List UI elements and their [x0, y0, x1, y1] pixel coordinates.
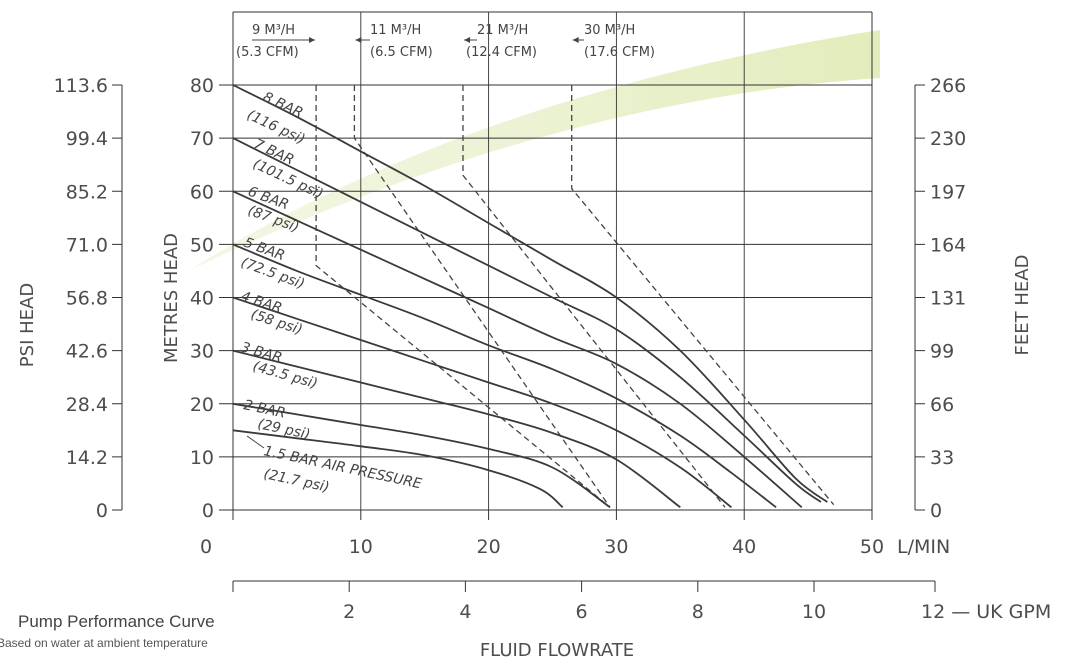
feet-tick-label: 266: [930, 75, 966, 97]
metres-tick-label: 10: [190, 447, 214, 469]
pressure-curve: [232, 243, 777, 509]
pressure-curve: [232, 402, 611, 509]
psi-tick-label: 56.8: [66, 288, 108, 310]
psi-tick-label: 113.6: [54, 75, 108, 97]
pressure-curve: [232, 137, 822, 503]
feet-tick-label: 66: [930, 394, 954, 416]
curve-label-sub: (29 psi): [256, 416, 311, 443]
air-label-name: 30 M³/H: [584, 23, 635, 38]
metres-tick-label: 0: [202, 500, 214, 522]
air-label-sub: (5.3 CFM): [236, 45, 299, 60]
gpm-tick-label: 4: [459, 601, 471, 623]
air-label-name: 21 M³/H: [477, 23, 528, 38]
air-consumption-line: [462, 85, 726, 508]
x-tick-label: 20: [477, 536, 501, 558]
pressure-curve: [232, 296, 732, 509]
metres-tick-label: 30: [190, 341, 214, 363]
metres-tick-label: 50: [190, 234, 214, 256]
feet-tick-label: 99: [930, 341, 954, 363]
feet-tick-label: 164: [930, 234, 966, 256]
psi-axis-title: PSI HEAD: [17, 283, 38, 367]
metres-tick-label: 20: [190, 394, 214, 416]
x-axis-title: FLUID FLOWRATE: [480, 640, 634, 661]
feet-tick-label: 33: [930, 447, 954, 469]
x-tick-label: 10: [349, 536, 373, 558]
pressure-curve: [232, 190, 803, 508]
gpm-tick-label: 8: [692, 601, 704, 623]
psi-tick-label: 14.2: [66, 447, 108, 469]
metres-tick-label: 40: [190, 288, 214, 310]
metres-tick-label: 60: [190, 181, 214, 203]
chart-subtitle: Based on water at ambient temperature: [0, 636, 208, 650]
metres-tick-label: 70: [190, 128, 214, 150]
metres-tick-label: 80: [190, 75, 214, 97]
air-label-name: 11 M³/H: [370, 23, 421, 38]
performance-curves: [232, 84, 828, 509]
feet-tick-label: 0: [930, 500, 942, 522]
psi-tick-label: 85.2: [66, 181, 108, 203]
chart-title: Pump Performance Curve: [18, 612, 215, 631]
chart-axes: 01020304050607080014.228.442.656.871.085…: [17, 11, 1051, 661]
psi-tick-label: 0: [96, 500, 108, 522]
air-consumption-line: [315, 85, 611, 508]
air-arrow-head: [355, 37, 362, 43]
psi-tick-label: 71.0: [66, 234, 108, 256]
air-consumption-line: [353, 85, 611, 508]
x-tick-label: 50: [860, 536, 884, 558]
x-tick-label: 0: [200, 536, 212, 558]
curve-label-pointer: [246, 435, 265, 449]
gpm-axis-label: 12 — UK GPM: [921, 601, 1051, 623]
feet-tick-label: 197: [930, 181, 966, 203]
air-label-name: 9 M³/H: [252, 23, 295, 38]
pressure-curve: [232, 84, 828, 503]
air-consumption-line: [571, 85, 835, 506]
x-tick-label: 40: [732, 536, 756, 558]
air-arrow-head: [572, 37, 579, 43]
gpm-tick-label: 6: [576, 601, 588, 623]
feet-tick-label: 131: [930, 288, 966, 310]
gpm-tick-label: 10: [802, 601, 826, 623]
feet-axis-title: FEET HEAD: [1012, 255, 1033, 356]
air-consumption-lines: [315, 85, 835, 508]
metres-axis-title: METRES HEAD: [161, 233, 182, 363]
air-arrow-head: [464, 37, 471, 43]
air-label-sub: (6.5 CFM): [370, 45, 433, 60]
psi-tick-label: 99.4: [66, 128, 108, 150]
x-tick-label: 30: [604, 536, 628, 558]
psi-tick-label: 42.6: [66, 341, 108, 363]
feet-tick-label: 230: [930, 128, 966, 150]
watermark-band: [190, 30, 880, 270]
air-label-sub: (17.6 CFM): [584, 45, 655, 60]
gpm-tick-label: 2: [343, 601, 355, 623]
x-unit-label: L/MIN: [897, 536, 950, 558]
pressure-curve: [232, 429, 564, 508]
air-arrow-head: [309, 37, 316, 43]
air-label-sub: (12.4 CFM): [466, 45, 537, 60]
psi-tick-label: 28.4: [66, 394, 108, 416]
pressure-curve: [232, 349, 681, 509]
